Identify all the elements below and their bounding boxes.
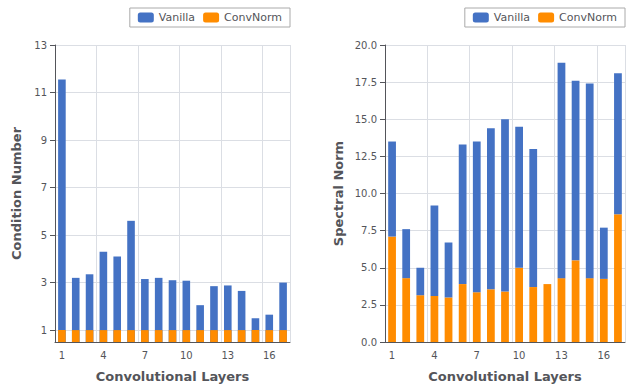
svg-text:5: 5 [41, 230, 47, 241]
svg-text:17.5: 17.5 [355, 77, 377, 88]
svg-text:Vanilla: Vanilla [159, 11, 195, 24]
svg-text:5.0: 5.0 [361, 262, 377, 273]
svg-text:7: 7 [474, 350, 480, 361]
svg-text:2.5: 2.5 [361, 299, 377, 310]
svg-text:Vanilla: Vanilla [494, 11, 530, 24]
svg-text:13: 13 [34, 40, 47, 51]
svg-text:12.5: 12.5 [355, 151, 377, 162]
svg-text:Condition Number: Condition Number [9, 126, 24, 260]
svg-text:20.0: 20.0 [355, 40, 377, 51]
svg-text:1: 1 [389, 350, 395, 361]
svg-text:4: 4 [100, 350, 106, 361]
svg-text:7: 7 [41, 182, 47, 193]
svg-text:15.0: 15.0 [355, 114, 377, 125]
svg-text:10: 10 [180, 350, 193, 361]
svg-text:Convolutional Layers: Convolutional Layers [428, 369, 582, 384]
svg-text:10.0: 10.0 [355, 188, 377, 199]
svg-text:0.0: 0.0 [361, 337, 377, 348]
svg-text:9: 9 [41, 135, 47, 146]
svg-text:13: 13 [221, 350, 234, 361]
svg-text:13: 13 [555, 350, 568, 361]
svg-text:4: 4 [431, 350, 437, 361]
svg-text:7.5: 7.5 [361, 225, 377, 236]
svg-text:16: 16 [263, 350, 276, 361]
svg-text:Spectral Norm: Spectral Norm [331, 141, 346, 246]
svg-text:16: 16 [597, 350, 610, 361]
svg-text:ConvNorm: ConvNorm [224, 11, 282, 24]
svg-text:7: 7 [142, 350, 148, 361]
svg-text:11: 11 [34, 87, 47, 98]
svg-text:Convolutional Layers: Convolutional Layers [96, 369, 250, 384]
svg-text:ConvNorm: ConvNorm [559, 11, 617, 24]
svg-text:3: 3 [41, 277, 47, 288]
svg-text:1: 1 [59, 350, 65, 361]
svg-text:10: 10 [513, 350, 526, 361]
svg-text:1: 1 [41, 325, 47, 336]
